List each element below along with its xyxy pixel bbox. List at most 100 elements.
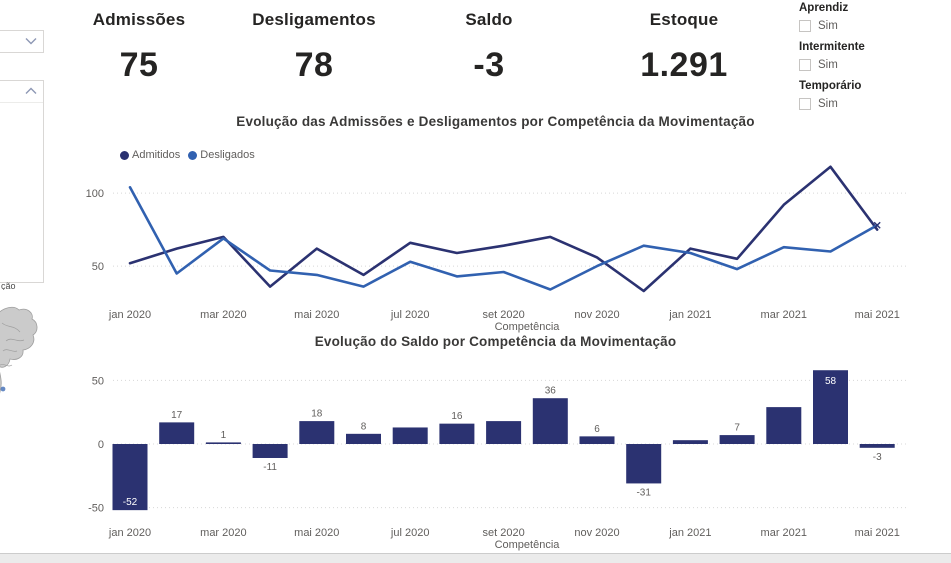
card-value: 75 bbox=[119, 46, 159, 84]
slicer-option-row[interactable]: Sim bbox=[799, 20, 949, 32]
page-bottom-bar bbox=[0, 553, 951, 563]
y-axis-tick: 50 bbox=[92, 375, 104, 387]
line-chart-legend[interactable]: Admitidos Desligados bbox=[120, 149, 255, 161]
legend-label: Desligados bbox=[200, 149, 255, 161]
line-series-desligados[interactable] bbox=[128, 186, 879, 291]
bar-fev-2020[interactable] bbox=[159, 422, 195, 444]
slicer-option-label: Sim bbox=[818, 20, 838, 32]
legend-label: Admitidos bbox=[132, 149, 181, 161]
bar-value-label: 7 bbox=[734, 423, 740, 434]
x-axis-tick: jan 2021 bbox=[668, 309, 711, 321]
slicer-option-row[interactable]: Sim bbox=[799, 59, 949, 71]
card-desligamentos[interactable]: Desligamentos 78 bbox=[219, 10, 409, 85]
slicer-option-label: Sim bbox=[818, 98, 838, 110]
brazil-map[interactable] bbox=[0, 305, 42, 427]
bar-value-label: 1 bbox=[221, 430, 227, 441]
line-chart-title: Evolução das Admissões e Desligamentos p… bbox=[236, 114, 755, 129]
x-axis-tick: mar 2020 bbox=[200, 309, 246, 321]
x-axis-tick: mar 2021 bbox=[761, 527, 807, 539]
card-value: -3 bbox=[473, 46, 505, 84]
slicer-title: Aprendiz bbox=[799, 2, 849, 14]
bar-value-label: 6 bbox=[594, 424, 600, 435]
bar-abr-2021[interactable] bbox=[813, 370, 848, 444]
map-state-borders bbox=[0, 322, 25, 367]
x-axis-tick: mai 2021 bbox=[855, 527, 900, 539]
chevron-down-icon[interactable] bbox=[24, 35, 38, 47]
bar-jan-2020[interactable] bbox=[112, 444, 148, 511]
slicer-temporario: Temporário Sim bbox=[799, 80, 949, 110]
bar-set-2020[interactable] bbox=[486, 421, 522, 444]
left-dropdown-expanded[interactable] bbox=[0, 80, 44, 283]
bar-value-label: 58 bbox=[825, 376, 837, 387]
bar-mai-2020[interactable] bbox=[299, 421, 335, 444]
bar-jan-2021[interactable] bbox=[672, 440, 708, 444]
slicer-intermitente: Intermitente Sim bbox=[799, 41, 949, 71]
x-axis-tick: nov 2020 bbox=[574, 309, 619, 321]
legend-dot-desligados bbox=[188, 150, 198, 160]
bar-abr-2020[interactable] bbox=[252, 444, 288, 458]
y-axis-tick: -50 bbox=[88, 503, 104, 515]
slicer-checkbox-aprendiz[interactable] bbox=[799, 20, 811, 32]
bar-chart-title: Evolução do Saldo por Competência da Mov… bbox=[314, 334, 677, 349]
slicer-option-row[interactable]: Sim bbox=[799, 98, 949, 110]
chevron-up-icon[interactable] bbox=[24, 85, 38, 97]
bar-out-2020[interactable] bbox=[532, 398, 568, 444]
map-region[interactable] bbox=[0, 306, 38, 423]
x-axis-tick: jan 2020 bbox=[108, 309, 151, 321]
legend-item-desligados[interactable]: Desligados bbox=[188, 149, 255, 161]
bar-fev-2021[interactable] bbox=[719, 435, 755, 444]
card-admissoes[interactable]: Admissões 75 bbox=[44, 10, 234, 85]
bar-jul-2020[interactable] bbox=[392, 427, 428, 444]
slicer-checkbox-intermitente[interactable] bbox=[799, 59, 811, 71]
bar-nov-2020[interactable] bbox=[579, 436, 615, 444]
left-dropdown-collapsed[interactable] bbox=[0, 30, 44, 53]
bar-chart[interactable]: -50 0 50 -52 17 1 -11 18 8 16 36 6 -31 7 58 -3 jan 2020 m… bbox=[88, 370, 906, 539]
bar-mar-2021[interactable] bbox=[766, 407, 802, 444]
bar-value-label: 36 bbox=[545, 386, 557, 397]
bar-value-label: -3 bbox=[873, 452, 882, 463]
bar-ago-2020[interactable] bbox=[439, 423, 475, 444]
x-axis-tick: jan 2020 bbox=[108, 527, 151, 539]
y-axis-tick: 0 bbox=[98, 439, 104, 451]
card-value: 78 bbox=[294, 46, 334, 84]
y-axis-tick: 50 bbox=[92, 261, 104, 273]
bar-value-label: 17 bbox=[171, 410, 183, 421]
x-axis-tick: jul 2020 bbox=[390, 309, 430, 321]
legend-dot-admitidos bbox=[120, 150, 129, 160]
x-axis-tick: mai 2021 bbox=[855, 309, 900, 321]
dropdown-header[interactable] bbox=[0, 81, 43, 103]
x-axis-tick: mai 2020 bbox=[294, 309, 339, 321]
slicer-title: Intermitente bbox=[799, 41, 865, 53]
bar-chart-x-axis-title: Competência bbox=[494, 539, 560, 551]
card-label: Admissões bbox=[92, 10, 186, 29]
line-chart[interactable]: 50 100 jan 2020 mar 2020 mai 2020 jul 2020 set… bbox=[86, 165, 906, 321]
x-axis-tick: mar 2021 bbox=[761, 309, 807, 321]
slicer-option-label: Sim bbox=[818, 59, 838, 71]
bar-value-label: -31 bbox=[636, 487, 651, 498]
bar-jun-2020[interactable] bbox=[346, 433, 381, 444]
line-series-admitidos[interactable] bbox=[128, 165, 879, 293]
legend-item-admitidos[interactable]: Admitidos bbox=[120, 149, 180, 161]
bar-value-label: 16 bbox=[451, 411, 463, 422]
x-axis-tick: mai 2020 bbox=[294, 527, 339, 539]
bar-value-label: -11 bbox=[263, 462, 277, 473]
line-chart-x-axis-title: Competência bbox=[494, 321, 560, 333]
x-axis-tick: jan 2021 bbox=[668, 527, 711, 539]
slicer-checkbox-temporario[interactable] bbox=[799, 98, 811, 110]
y-axis-tick: 100 bbox=[86, 188, 104, 200]
map-data-point[interactable] bbox=[0, 386, 6, 392]
bar-value-label: -52 bbox=[123, 497, 138, 508]
bar-mar-2020[interactable] bbox=[205, 442, 241, 444]
card-value: 1.291 bbox=[640, 46, 728, 84]
bar-mai-2021[interactable] bbox=[859, 444, 895, 448]
x-axis-tick: nov 2020 bbox=[574, 527, 619, 539]
x-axis-tick: set 2020 bbox=[482, 527, 524, 539]
bar-dez-2020[interactable] bbox=[626, 444, 662, 484]
card-estoque[interactable]: Estoque 1.291 bbox=[589, 10, 779, 85]
card-label: Desligamentos bbox=[252, 10, 376, 29]
card-label: Estoque bbox=[649, 10, 719, 29]
slicer-aprendiz: Aprendiz Sim bbox=[799, 2, 949, 32]
card-label: Saldo bbox=[465, 10, 513, 29]
card-saldo[interactable]: Saldo -3 bbox=[394, 10, 584, 85]
